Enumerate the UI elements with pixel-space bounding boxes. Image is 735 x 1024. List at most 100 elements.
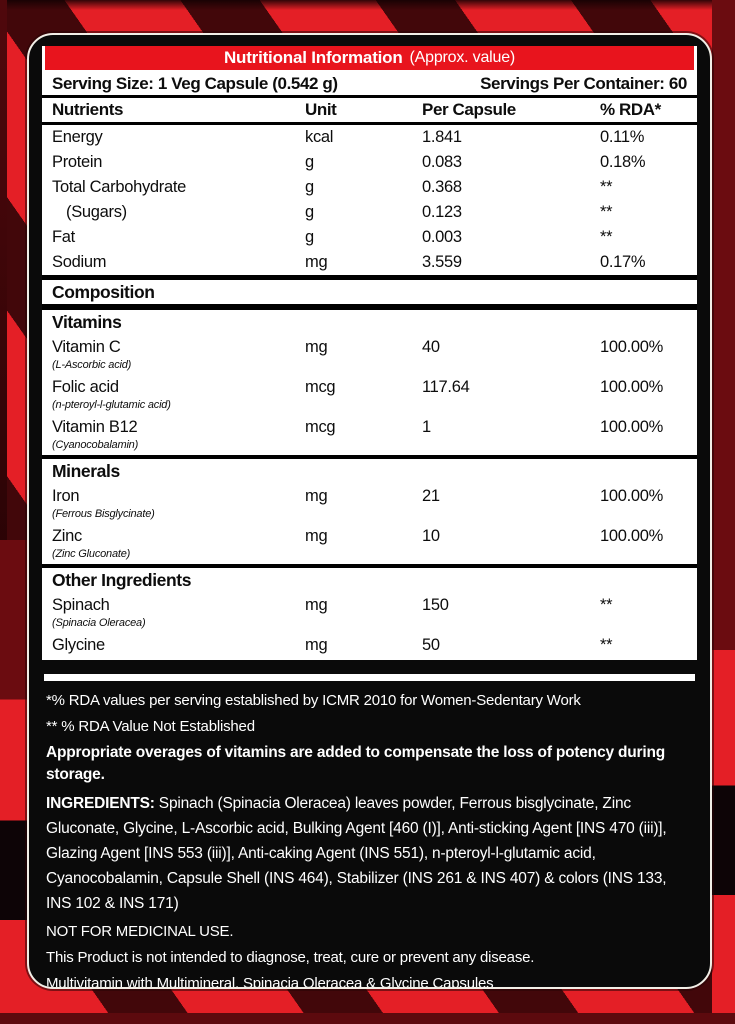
left-edge-strip (0, 0, 7, 1024)
nutrient-name: Vitamin B12 (Cyanocobalamin) (52, 415, 305, 451)
top-edge-shade (0, 0, 735, 10)
nutrient-unit: mg (305, 636, 328, 654)
bottom-edge-strip (0, 1013, 735, 1024)
nutrient-amount: 3.559 (422, 253, 462, 271)
nutrient-unit: g (305, 153, 314, 171)
right-edge-bands (712, 0, 735, 1024)
nutrient-amount: 150 (422, 596, 449, 614)
nutrient-row: Zinc (Zinc Gluconate) mg 10 100.00% (42, 524, 697, 564)
nutrient-name: Iron (Ferrous Bisglycinate) (52, 484, 305, 520)
nutrient-rda: ** (600, 203, 613, 221)
nutrient-unit: kcal (305, 128, 334, 146)
nutrient-amount: 117.64 (422, 378, 470, 396)
nutrient-name: Protein (52, 153, 103, 171)
nutrient-rda: ** (600, 228, 613, 246)
nutrient-amount: 0.083 (422, 153, 462, 171)
nutrient-unit: mg (305, 596, 328, 614)
nutrient-row: Vitamin B12 (Cyanocobalamin) mcg 1 100.00% (42, 415, 697, 455)
nutrient-unit: mcg (305, 378, 336, 396)
title-band: Nutritional Information (Approx. value) (45, 46, 694, 70)
nutrient-amount: 1.841 (422, 128, 462, 146)
nutrient-unit: mg (305, 338, 328, 356)
label-subtitle: (Approx. value) (409, 49, 516, 66)
separator-bar (44, 674, 695, 681)
section-header-row: Composition (42, 275, 697, 306)
product-description: Multivitamin with Multimineral, Spinacia… (46, 975, 494, 989)
nutrient-rda: 0.11% (600, 128, 645, 146)
nutrient-name: Fat (52, 228, 75, 246)
nutrient-row: Folic acid (n-pteroyl-l-glutamic acid) mcg… (42, 375, 697, 415)
nutrient-subname: (Cyanocobalamin) (52, 439, 139, 451)
serving-info-row: Serving Size: 1 Veg Capsule (0.542 g) Se… (42, 73, 697, 98)
nutrient-subname: (Zinc Gluconate) (52, 548, 131, 560)
nutrient-amount: 10 (422, 527, 440, 545)
nutrient-name: Vitamin C (L-Ascorbic acid) (52, 335, 305, 371)
nutrient-unit: mg (305, 487, 328, 505)
column-header-per-capsule: Per Capsule (422, 100, 516, 119)
nutrient-row: Vitamin C (L-Ascorbic acid) mg 40 100.00% (42, 335, 697, 375)
nutrient-row: Protein g 0.083 0.18% (42, 150, 697, 175)
section-title: Other Ingredients (52, 570, 192, 590)
rda-not-established-note: ** % RDA Value Not Established (46, 718, 255, 735)
nutrient-unit: mcg (305, 418, 336, 436)
nutrient-rda: ** (600, 178, 613, 196)
section-header-row: Minerals (42, 455, 697, 484)
nutrient-name: Folic acid (n-pteroyl-l-glutamic acid) (52, 375, 305, 411)
nutrition-rows: Energy kcal 1.841 0.11% Protein g 0.083 0.18% To… (42, 125, 697, 658)
nutrient-name: (Sugars) (66, 203, 127, 221)
nutrient-name: Sodium (52, 253, 107, 271)
nutrient-amount: 0.368 (422, 178, 462, 196)
nutrient-rda: 0.18% (600, 153, 646, 171)
nutrient-rda: 0.17% (600, 253, 646, 271)
nutrient-amount: 40 (422, 338, 440, 356)
left-edge-bands (0, 540, 27, 1024)
ingredients-list: Spinach (Spinacia Oleracea) leaves powde… (46, 795, 667, 912)
column-header-nutrients: Nutrients (52, 100, 124, 119)
nutrient-amount: 1 (422, 418, 431, 436)
nutrient-amount: 50 (422, 636, 440, 654)
section-header-row: Vitamins (42, 306, 697, 335)
nutrient-row: Spinach (Spinacia Oleracea) mg 150 ** (42, 593, 697, 633)
section-title: Composition (52, 282, 155, 302)
table-header-row: Nutrients Unit Per Capsule % RDA* (42, 98, 697, 125)
nutrient-amount: 0.003 (422, 228, 462, 246)
column-header-rda: % RDA* (600, 100, 661, 119)
ingredients-paragraph: INGREDIENTS: Spinach (Spinacia Oleracea)… (46, 791, 693, 916)
nutrient-unit: g (305, 228, 314, 246)
nutrient-amount: 0.123 (422, 203, 462, 221)
nutrient-row: Energy kcal 1.841 0.11% (42, 125, 697, 150)
nutrient-subname: (n-pteroyl-l-glutamic acid) (52, 399, 171, 411)
rda-source-note: *% RDA values per serving established by… (46, 692, 581, 709)
servings-per-container: Servings Per Container: 60 (480, 74, 687, 93)
nutrient-unit: mg (305, 253, 328, 271)
nutrient-unit: g (305, 178, 314, 196)
nutrient-rda: 100.00% (600, 487, 664, 505)
nutrient-rda: 100.00% (600, 527, 664, 545)
nutrient-amount: 21 (422, 487, 440, 505)
nutrient-rda: 100.00% (600, 338, 664, 356)
nutrient-name: Energy (52, 128, 103, 146)
nutrient-rda: 100.00% (600, 418, 664, 436)
nutrient-subname: (L-Ascorbic acid) (52, 359, 132, 371)
column-header-unit: Unit (305, 100, 337, 119)
nutrient-rda: ** (600, 636, 613, 654)
label-title: Nutritional Information (223, 48, 403, 67)
ingredients-label: INGREDIENTS: (46, 795, 155, 812)
nutrient-row: Total Carbohydrate g 0.368 ** (42, 175, 697, 200)
nutrition-label-card: Nutritional Information (Approx. value) … (27, 33, 712, 989)
disease-disclaimer: This Product is not intended to diagnose… (46, 949, 535, 966)
nutrient-unit: mg (305, 527, 328, 545)
nutrient-rda: 100.00% (600, 378, 664, 396)
nutrient-subname: (Spinacia Oleracea) (52, 617, 146, 629)
nutrition-facts-panel: Nutritional Information (Approx. value) … (42, 46, 697, 660)
nutrient-name: Glycine (52, 636, 105, 654)
nutrient-unit: g (305, 203, 314, 221)
nutrient-row: Glycine mg 50 ** (42, 633, 697, 658)
nutrient-name: Zinc (Zinc Gluconate) (52, 524, 305, 560)
overages-note: Appropriate overages of vitamins are add… (46, 744, 666, 783)
nutrient-name: Total Carbohydrate (52, 178, 187, 196)
medicinal-use-note: NOT FOR MEDICINAL USE. (46, 923, 234, 940)
nutrient-row: Fat g 0.003 ** (42, 225, 697, 250)
nutrient-subname: (Ferrous Bisglycinate) (52, 508, 155, 520)
nutrient-row: Iron (Ferrous Bisglycinate) mg 21 100.00% (42, 484, 697, 524)
